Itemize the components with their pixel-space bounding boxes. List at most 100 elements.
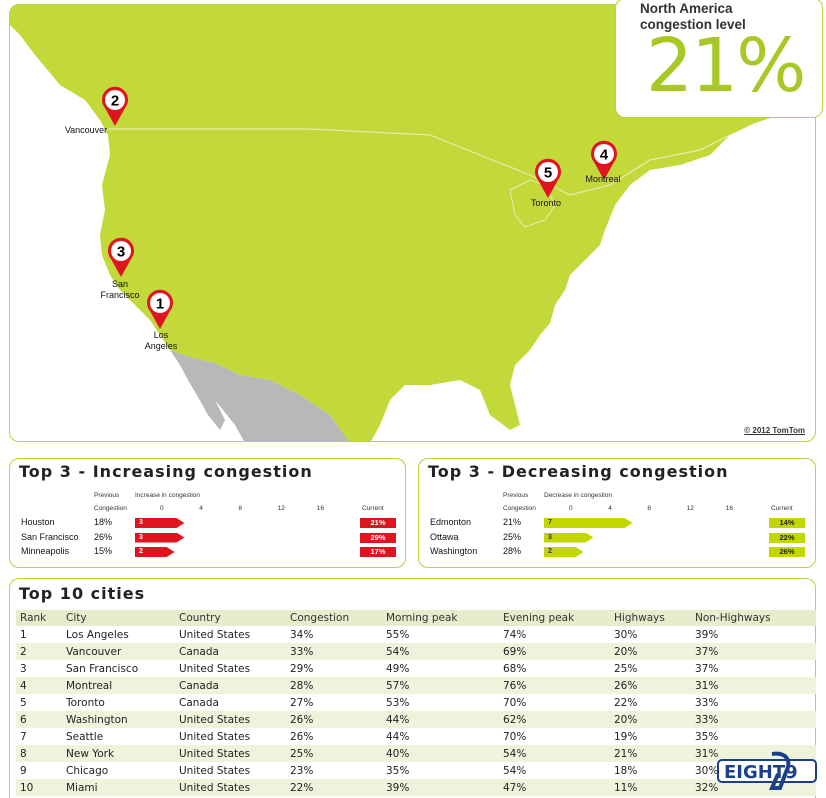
change-label: 3 [548,533,552,541]
table-cell: 4 [16,677,62,694]
table-cell: United States [179,628,251,641]
increasing-congestion-panel: Top 3 - Increasing congestion Previous C… [9,458,406,568]
change-bar: 3 [544,532,594,543]
table-row: 1 Los Angeles United States 34% 55% 74% 30% 39% [16,626,816,643]
column-header: Highways [610,610,691,626]
row-previous: 26% [94,531,113,542]
pin-label-toronto: Toronto [530,198,562,208]
table-cell: 23% [290,764,314,777]
top10-table: Rank City Country Congestion Morning peak Eve… [16,610,816,796]
table-cell: 70% [503,696,527,709]
stat-value: 21% [646,23,806,109]
current-value: 29% [360,532,396,543]
map-pin-1[interactable]: 1 [147,289,173,329]
row-city: Minneapolis [21,546,70,556]
map-pin-2[interactable]: 2 [102,86,128,126]
table-cell: 39% [695,628,719,641]
row-city: San Francisco [21,531,79,542]
row-previous: 18% [94,517,113,527]
pin-label-montreal: Montreal [585,174,621,184]
usa-canada-land [10,5,815,441]
increase-axis-title: Increase in congestion [135,492,201,499]
row-previous: 25% [503,531,522,542]
map-pin-5[interactable]: 5 [535,158,562,198]
current-value: 17% [360,547,396,557]
map-pin-4[interactable]: 4 [591,140,618,180]
axis-tick: 0 [569,505,573,512]
table-cell: 10 [16,779,62,796]
pin-rank: 2 [111,93,119,110]
table-cell: 25% [614,662,638,675]
current-header: Current [771,505,793,512]
table-cell: 76% [499,677,610,694]
table-cell: 62% [499,711,610,728]
table-row: 10 Miami United States 22% 39% 47% 11% 32% [16,779,816,796]
table-cell: 69% [499,643,610,660]
change-label: 2 [139,548,143,555]
table-cell: 55% [386,628,410,641]
axis-tick: 12 [686,505,694,512]
pin-rank: 4 [600,147,609,164]
table-cell: 26% [286,711,382,728]
table-cell: 30% [614,628,638,641]
change-bar: 7 [544,518,633,528]
axis-tick: 4 [199,505,203,512]
table-row: 5 Toronto Canada 27% 53% 70% 22% 33% [16,694,816,711]
stat-label: North America congestion level [640,1,746,32]
decreasing-title: Top 3 - Decreasing congestion [428,462,729,481]
table-cell: Miami [62,779,175,796]
table-cell: 44% [386,730,410,743]
increasing-title: Top 3 - Increasing congestion [19,462,313,481]
column-header: Evening peak [499,610,610,626]
table-cell: New York [62,745,175,762]
north-america-map: 1 2 3 4 5 [10,5,815,441]
table-cell: 19% [614,730,638,743]
map-pin-3[interactable]: 3 [108,237,134,277]
table-cell: 47% [499,779,610,796]
table-cell: 49% [386,662,410,675]
table-cell: 34% [290,628,314,641]
table-cell: San Francisco [66,662,139,675]
table-cell: 8 [16,745,62,762]
table-cell: 57% [382,677,499,694]
table-cell: 2 [16,643,62,660]
pin-rank: 5 [544,165,552,182]
table-cell: 37% [695,662,719,675]
table-cell: United States [179,764,251,777]
table-row: 3 San Francisco United States 29% 49% 68% 25% 3… [16,660,816,677]
table-cell: 35% [386,764,410,777]
table-cell: 20% [610,643,691,660]
table-cell: 33% [695,696,719,709]
change-bar: 3 [135,518,185,528]
axis-tick: 8 [647,505,652,512]
current-value: 14% [769,518,805,528]
table-cell: 70% [503,730,527,743]
current-value: 22% [769,532,805,543]
table-cell: 9 [20,764,27,777]
axis-tick: 12 [277,505,285,512]
pin-rank: 3 [117,244,125,261]
table-cell: 26% [290,730,314,743]
change-bar: 2 [135,547,175,557]
pin-label-san-francisco: San Francisco [100,279,140,300]
table-cell: 31% [691,677,816,694]
row-city: Houston [21,517,55,527]
congestion-level-card: North America congestion level 21% [615,0,823,118]
pin-label-los-angeles: Los Angeles [144,330,178,351]
table-cell: Chicago [66,764,109,777]
pin-rank: 1 [156,296,164,313]
column-header: Non-Highways [691,610,816,626]
eight9-logo: EIGHT9 [717,751,817,790]
table-header-row: Rank City Country Congestion Morning peak Eve… [16,610,816,626]
table-row: 9 Chicago United States 23% 35% 54% 18% 30% [16,762,816,779]
table-cell: 26% [610,677,691,694]
decrease-axis-title: Decrease in congestion [544,492,612,499]
table-cell: Washington [62,711,175,728]
table-cell: 39% [382,779,499,796]
row-previous: 21% [503,517,522,527]
table-cell: 54% [382,643,499,660]
mexico-land [170,350,349,441]
axis-tick: 16 [316,505,325,512]
change-label: 7 [548,519,552,526]
table-cell: 74% [503,628,527,641]
